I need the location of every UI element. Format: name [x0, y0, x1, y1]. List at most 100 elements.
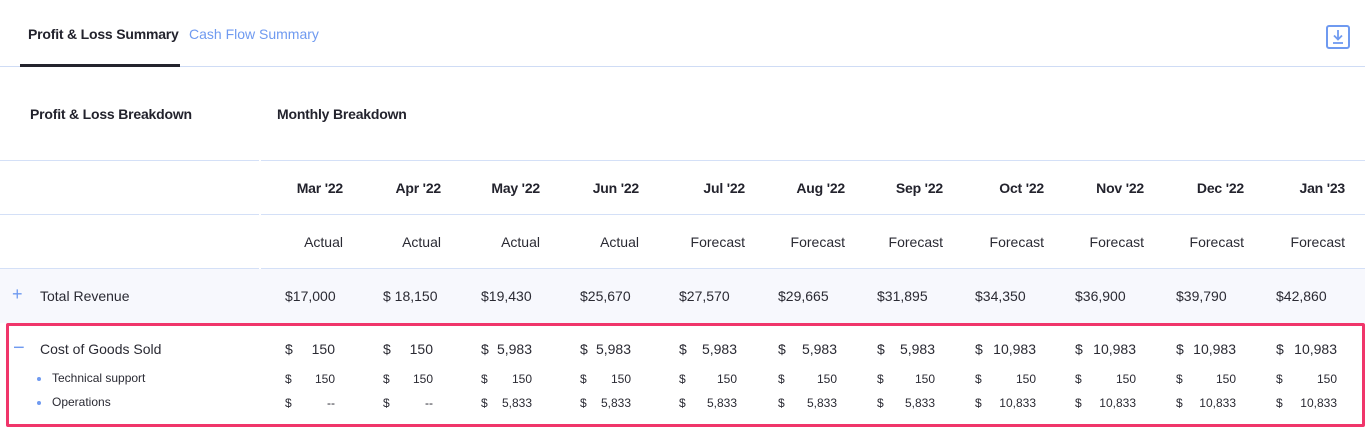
active-tab-indicator: [20, 64, 180, 67]
currency-symbol: $: [580, 396, 587, 410]
revenue-value: $31,895: [877, 288, 928, 304]
status-header: Actual: [402, 234, 441, 250]
month-header: May '22: [491, 180, 540, 196]
currency-symbol: $: [1276, 396, 1283, 410]
tab-profit-loss-summary[interactable]: Profit & Loss Summary: [28, 26, 179, 42]
profit-loss-breakdown-title: Profit & Loss Breakdown: [30, 106, 192, 122]
currency-symbol: $: [778, 341, 786, 357]
status-header: Forecast: [888, 234, 943, 250]
currency-symbol: $: [778, 396, 785, 410]
currency-symbol: $: [1176, 341, 1184, 357]
divider: [261, 214, 1365, 215]
divider: [0, 268, 259, 269]
collapse-minus-icon[interactable]: −: [13, 337, 25, 359]
currency-symbol: $: [975, 396, 982, 410]
amount-value: --: [425, 396, 433, 410]
currency-symbol: $: [383, 341, 391, 357]
revenue-value: $ 18,150: [383, 288, 438, 304]
month-header: Jan '23: [1299, 180, 1345, 196]
amount-value: 150: [511, 372, 532, 386]
currency-symbol: $: [877, 341, 885, 357]
revenue-value: $27,570: [679, 288, 730, 304]
cogs-label: Cost of Goods Sold: [40, 341, 162, 357]
currency-symbol: $: [1176, 396, 1183, 410]
monthly-breakdown-title: Monthly Breakdown: [277, 106, 407, 122]
currency-symbol: $: [975, 341, 983, 357]
status-header: Actual: [501, 234, 540, 250]
tab-cash-flow-summary[interactable]: Cash Flow Summary: [189, 26, 319, 42]
currency-symbol: $: [580, 372, 587, 386]
month-header: Nov '22: [1096, 180, 1144, 196]
amount-value: 10,983: [1093, 341, 1136, 357]
divider: [0, 160, 259, 161]
tab-bar: Profit & Loss Summary Cash Flow Summary: [0, 0, 1365, 67]
amount-value: 10,833: [1199, 396, 1236, 410]
amount-value: 150: [412, 372, 433, 386]
revenue-value: $36,900: [1075, 288, 1126, 304]
amount-value: 150: [1215, 372, 1236, 386]
amount-value: 5,833: [706, 396, 737, 410]
currency-symbol: $: [1075, 372, 1082, 386]
expand-plus-icon[interactable]: +: [12, 284, 23, 304]
month-header: Jul '22: [703, 180, 745, 196]
revenue-value: $34,350: [975, 288, 1026, 304]
total-revenue-label: Total Revenue: [40, 288, 130, 304]
amount-value: 10,833: [1300, 396, 1337, 410]
amount-value: 5,983: [801, 341, 837, 357]
month-header: Aug '22: [796, 180, 845, 196]
revenue-value: $19,430: [481, 288, 532, 304]
amount-value: 150: [610, 372, 631, 386]
download-button[interactable]: [1326, 25, 1350, 49]
currency-symbol: $: [679, 396, 686, 410]
amount-value: 150: [716, 372, 737, 386]
amount-value: 5,833: [501, 396, 532, 410]
amount-value: 5,983: [496, 341, 532, 357]
revenue-value: $17,000: [285, 288, 336, 304]
currency-symbol: $: [679, 372, 686, 386]
currency-symbol: $: [481, 341, 489, 357]
divider: [261, 160, 1365, 161]
month-header: Mar '22: [296, 180, 343, 196]
month-header: Jun '22: [592, 180, 639, 196]
month-header: Sep '22: [895, 180, 943, 196]
revenue-value: $25,670: [580, 288, 631, 304]
currency-symbol: $: [1075, 396, 1082, 410]
amount-value: 5,833: [600, 396, 631, 410]
amount-value: --: [327, 396, 335, 410]
amount-value: 150: [314, 372, 335, 386]
revenue-value: $29,665: [778, 288, 829, 304]
technical-support-label: Technical support: [52, 371, 146, 385]
status-header: Forecast: [1290, 234, 1345, 250]
divider: [0, 214, 259, 215]
download-icon: [1333, 30, 1343, 44]
status-header: Forecast: [989, 234, 1044, 250]
status-header: Forecast: [1189, 234, 1244, 250]
amount-value: 5,983: [899, 341, 935, 357]
currency-symbol: $: [1276, 372, 1283, 386]
status-header: Forecast: [1089, 234, 1144, 250]
amount-value: 5,983: [595, 341, 631, 357]
currency-symbol: $: [877, 396, 884, 410]
amount-value: 150: [409, 341, 433, 357]
status-header: Forecast: [790, 234, 845, 250]
amount-value: 150: [816, 372, 837, 386]
status-header: Actual: [304, 234, 343, 250]
amount-value: 10,983: [993, 341, 1036, 357]
status-header: Actual: [600, 234, 639, 250]
operations-label: Operations: [52, 395, 111, 409]
currency-symbol: $: [679, 341, 687, 357]
amount-value: 10,983: [1193, 341, 1236, 357]
currency-symbol: $: [285, 396, 292, 410]
amount-value: 150: [311, 341, 335, 357]
currency-symbol: $: [481, 372, 488, 386]
amount-value: 10,983: [1294, 341, 1337, 357]
currency-symbol: $: [1276, 341, 1284, 357]
bullet-icon: [37, 401, 41, 405]
amount-value: 10,833: [999, 396, 1036, 410]
revenue-value: $42,860: [1276, 288, 1327, 304]
currency-symbol: $: [383, 372, 390, 386]
currency-symbol: $: [778, 372, 785, 386]
amount-value: 5,983: [701, 341, 737, 357]
amount-value: 150: [1115, 372, 1136, 386]
currency-symbol: $: [285, 372, 292, 386]
